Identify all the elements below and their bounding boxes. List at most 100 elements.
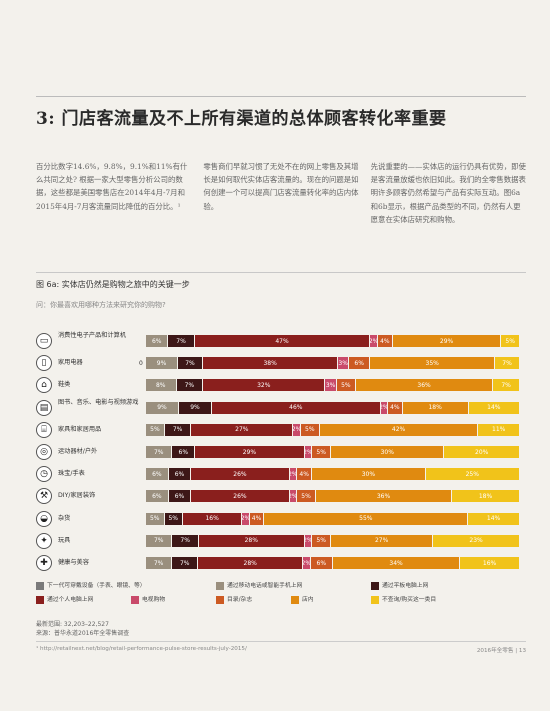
- bar-segment-none: 7%: [493, 379, 519, 392]
- bar-segment-mobile: 7%: [146, 446, 172, 458]
- bar-segment-catalog: 5%: [300, 423, 319, 436]
- legend-item-store: 店内: [291, 594, 314, 604]
- bar-track: 9%9%46%2%4%18%14%: [146, 399, 520, 417]
- bar-segment-tv: 2%: [242, 512, 249, 525]
- bar-track: 6%6%26%2%5%36%18%: [146, 487, 520, 505]
- body-column-1: 百分比数字14.6%，9.8%，9.1%和11%有什么共同之处? 根据一家大型零…: [36, 162, 188, 211]
- watch-icon: ◷: [36, 466, 52, 483]
- chart-row: ▤ 图书、音乐、电影与视频游戏 9%9%46%2%4%18%14%: [36, 399, 526, 417]
- book-icon: ▤: [36, 399, 52, 416]
- bar-segment-catalog: 5%: [336, 379, 355, 392]
- category-label: 消费性电子产品和计算机: [58, 332, 127, 339]
- category-label: 家用电器: [58, 359, 83, 367]
- bar-segment-tv: 2%: [370, 335, 377, 347]
- bar-segment-tv: 2%: [304, 446, 312, 458]
- bar-segment-store: 18%: [402, 401, 468, 414]
- category-label: 运动器材/户外: [58, 448, 98, 455]
- bar-segment-none: 14%: [468, 401, 519, 414]
- body-column-2: 零售商们早就习惯了无处不在的网上零售及其增长是如何取代实体店客流量的。现在的问题…: [203, 162, 359, 211]
- legend-item-pc: 通过个人电脑上网: [36, 594, 93, 604]
- bar-segment-store: 55%: [264, 512, 468, 525]
- bar-segment-tablet: 6%: [172, 446, 195, 458]
- bar-segment-tv: 2%: [303, 557, 310, 569]
- footer-divider: [36, 641, 526, 642]
- health-icon: ✚: [36, 555, 52, 571]
- legend-label: 店内: [302, 597, 314, 603]
- bar-segment-tablet: 6%: [168, 468, 191, 481]
- bar-segment-mobile: 8%: [146, 379, 176, 392]
- category-label: 健康与美容: [58, 559, 89, 566]
- legend-label: 不查询/购买这一类目: [382, 597, 437, 603]
- legend-swatch: [131, 595, 139, 604]
- bar-segment-catalog: 6%: [349, 357, 370, 370]
- chart-row: ✚ 健康与美容 7%7%28%2%6%34%16%: [36, 554, 526, 572]
- bar-segment-tv: 2%: [293, 423, 300, 436]
- bar-segment-catalog: 6%: [310, 557, 332, 569]
- bar-track: 6%6%26%2%4%30%25%: [146, 465, 520, 483]
- bar-segment-catalog: 5%: [312, 446, 331, 458]
- bar-segment-none: 23%: [433, 534, 519, 547]
- legend-item-none: 不查询/购买这一类目: [371, 594, 436, 604]
- bar-segment-none: 18%: [452, 490, 519, 503]
- bar-segment-none: 5%: [501, 335, 519, 347]
- toy-icon: ✦: [36, 532, 52, 549]
- bar-segment-mobile: 5%: [146, 512, 164, 525]
- bar-segment-pc: 27%: [191, 423, 293, 436]
- category-label: DIY/家居装饰: [58, 492, 96, 500]
- source-line: 来源：普华永道2016年全零售调查: [36, 630, 130, 637]
- bar-segment-none: 14%: [468, 512, 519, 525]
- bar-segment-catalog: 5%: [312, 534, 331, 547]
- bar-segment-pc: 26%: [191, 490, 289, 503]
- bar-segment-store: 30%: [312, 468, 425, 481]
- chart-row: ◎ 运动器材/户外 7%6%29%2%5%30%20%: [36, 443, 526, 461]
- legend-swatch: [216, 595, 224, 604]
- grocery-icon: ◒: [36, 510, 52, 527]
- sofa-icon: ⌸: [36, 421, 52, 438]
- bar-segment-mobile: 9%: [146, 357, 178, 370]
- figure-question: 问：你最喜欢用哪种方法来研究你的购物?: [36, 301, 166, 309]
- bar-track: 6%7%47%2%4%29%5%: [146, 332, 520, 350]
- bar-segment-catalog: 4%: [297, 468, 312, 481]
- legend-label: 电视购物: [142, 597, 166, 603]
- legend-item-mobile: 通过移动电话或智能手机上网: [216, 580, 302, 590]
- bar-segment-none: 20%: [444, 446, 519, 458]
- legend-label: 通过个人电脑上网: [47, 597, 94, 603]
- bar-segment-none: 16%: [460, 557, 519, 569]
- bar-segment-tablet: 7%: [164, 423, 191, 436]
- legend-swatch: [291, 595, 299, 604]
- bar-segment-catalog: 4%: [388, 401, 402, 414]
- legend-swatch: [36, 595, 44, 604]
- bar-segment-store: 42%: [319, 423, 478, 436]
- bar-segment-tv: 2%: [380, 401, 387, 414]
- bar-segment-tv: 2%: [289, 468, 297, 481]
- bar-segment-none: 11%: [478, 423, 519, 436]
- legend-item-next_gen: 下一代可穿戴设备（手表、眼镜、等）: [36, 580, 146, 590]
- bar-segment-tablet: 7%: [168, 335, 194, 347]
- chart-row: ◷珠宝/手表6%6%26%2%4%30%25%: [36, 465, 526, 483]
- bar-segment-store: 29%: [392, 335, 501, 347]
- legend-label: 通过平板电脑上网: [382, 583, 429, 589]
- bar-track: 8% 7% 32% 3% 5% 36% 7%: [146, 376, 520, 394]
- bar-segment-tv: 3%: [325, 379, 336, 392]
- bar-segment-pc: 28%: [198, 534, 304, 547]
- bar-segment-tablet: 7%: [176, 379, 203, 392]
- legend-item-tv: 电视购物: [131, 594, 165, 604]
- bar-segment-mobile: 7%: [146, 557, 172, 569]
- footnote-url: ¹ http://retailnext.net/blog/retail-perf…: [36, 646, 247, 652]
- figure-divider: [36, 272, 526, 273]
- body-column-3: 先说重要的——实体店的运行仍具有优势，即使是客流量放缓也依旧如此。我们的全零售数…: [370, 162, 526, 224]
- bar-segment-tablet: 7%: [172, 557, 198, 569]
- category-label: 图书、音乐、电影与视频游戏: [58, 398, 139, 406]
- bar-segment-mobile: 5%: [146, 423, 164, 436]
- bar-segment-catalog: 5%: [297, 490, 315, 503]
- chart-row: ▯ 家用电器 0 9% 7% 38% 3% 6% 35% 7%: [36, 354, 526, 372]
- bar-track: 7%7%28%2%6%34%16%: [146, 554, 520, 572]
- bar-track: 5%5%16%2%4%55%14%: [146, 510, 520, 528]
- chart-row: ✦玩具7%7%28%2%5%27%23%: [36, 532, 526, 550]
- bar-segment-mobile: 6%: [146, 335, 168, 347]
- bar-segment-store: 36%: [355, 379, 493, 392]
- zero-label: 0: [139, 360, 143, 368]
- bar-segment-mobile: 9%: [146, 401, 178, 414]
